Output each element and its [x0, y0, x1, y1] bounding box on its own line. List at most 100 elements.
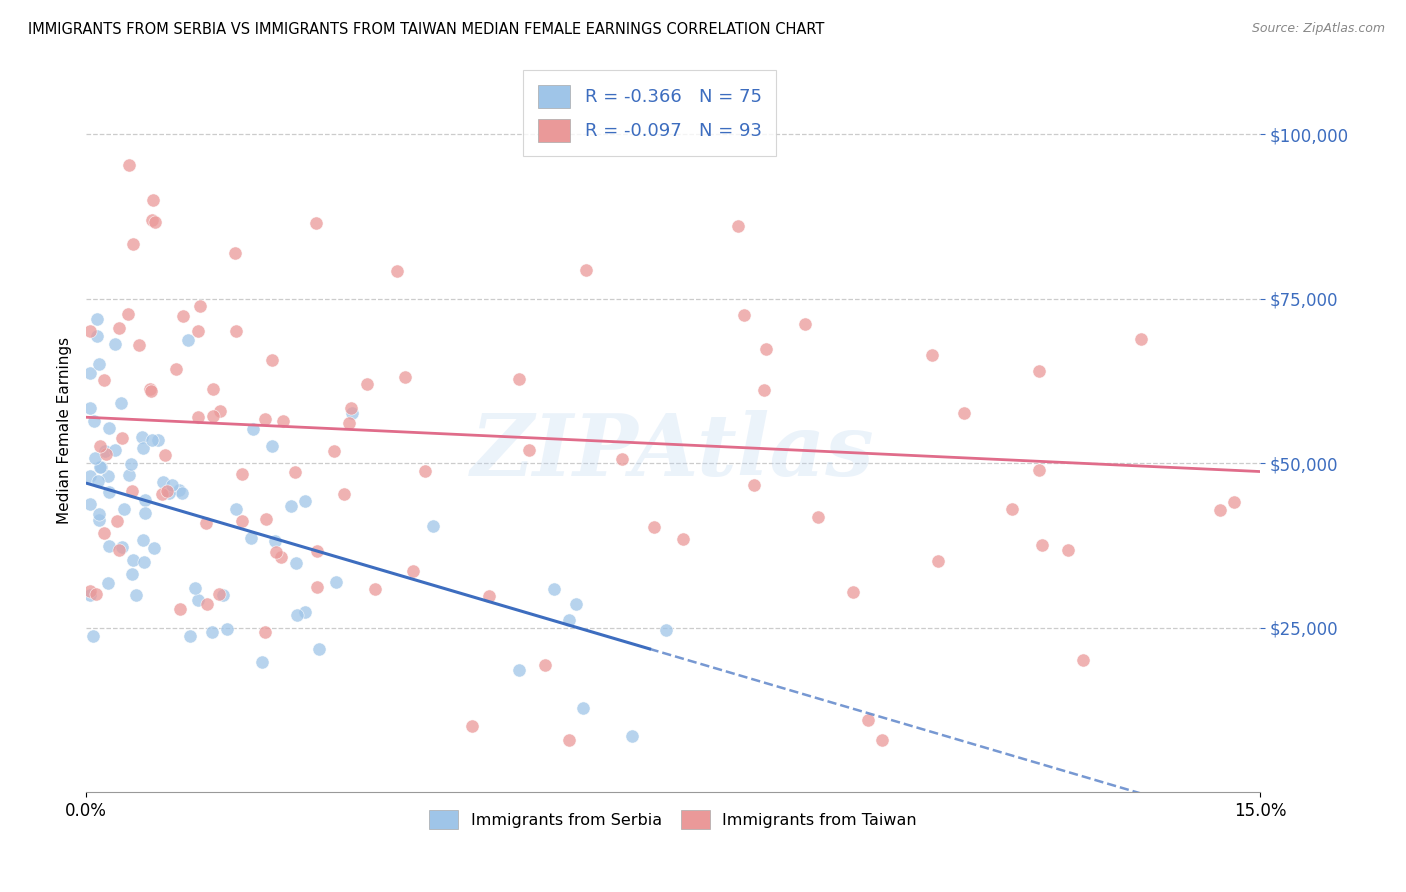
- Point: [517, 443, 540, 458]
- Point: [104, 443, 127, 458]
- Point: [508, 663, 530, 677]
- Point: [184, 581, 207, 595]
- Point: [79, 324, 101, 338]
- Point: [575, 263, 598, 277]
- Point: [841, 585, 863, 599]
- Point: [90, 459, 112, 474]
- Point: [162, 478, 184, 492]
- Point: [134, 506, 156, 520]
- Point: [187, 410, 209, 425]
- Point: [752, 383, 775, 397]
- Point: [118, 158, 141, 172]
- Point: [270, 550, 292, 565]
- Point: [107, 321, 129, 335]
- Point: [1208, 503, 1230, 517]
- Point: [132, 441, 155, 455]
- Point: [1031, 538, 1053, 552]
- Point: [118, 468, 141, 483]
- Point: [89, 439, 111, 453]
- Point: [356, 377, 378, 392]
- Point: [79, 401, 101, 416]
- Point: [132, 555, 155, 569]
- Point: [177, 333, 200, 347]
- Point: [565, 597, 588, 611]
- Point: [139, 382, 162, 396]
- Point: [97, 468, 120, 483]
- Point: [250, 655, 273, 669]
- Point: [621, 729, 644, 743]
- Point: [93, 525, 115, 540]
- Point: [294, 494, 316, 508]
- Point: [201, 409, 224, 423]
- Point: [461, 719, 484, 733]
- Point: [134, 493, 156, 508]
- Point: [727, 219, 749, 233]
- Point: [337, 416, 360, 430]
- Point: [672, 533, 695, 547]
- Point: [927, 554, 949, 568]
- Point: [111, 541, 134, 555]
- Point: [1028, 364, 1050, 378]
- Point: [262, 353, 284, 368]
- Point: [572, 700, 595, 714]
- Point: [86, 329, 108, 343]
- Point: [132, 533, 155, 547]
- Point: [156, 483, 179, 498]
- Point: [143, 541, 166, 555]
- Point: [111, 431, 134, 445]
- Point: [333, 487, 356, 501]
- Point: [148, 433, 170, 447]
- Point: [97, 539, 120, 553]
- Point: [98, 421, 121, 435]
- Point: [322, 443, 344, 458]
- Point: [89, 460, 111, 475]
- Point: [1028, 463, 1050, 477]
- Point: [195, 597, 218, 611]
- Point: [225, 324, 247, 338]
- Point: [179, 629, 201, 643]
- Point: [478, 589, 501, 603]
- Point: [742, 477, 765, 491]
- Text: ZIPAtlas: ZIPAtlas: [471, 410, 875, 494]
- Point: [225, 502, 247, 516]
- Point: [93, 373, 115, 387]
- Point: [240, 531, 263, 545]
- Point: [110, 396, 132, 410]
- Point: [307, 580, 329, 594]
- Point: [155, 448, 177, 462]
- Point: [858, 714, 880, 728]
- Point: [342, 405, 364, 419]
- Point: [142, 193, 165, 207]
- Point: [271, 414, 294, 428]
- Point: [543, 582, 565, 596]
- Point: [165, 361, 187, 376]
- Point: [157, 485, 180, 500]
- Point: [84, 587, 107, 601]
- Point: [79, 497, 101, 511]
- Point: [655, 624, 678, 638]
- Point: [201, 382, 224, 396]
- Point: [187, 325, 209, 339]
- Point: [755, 342, 778, 356]
- Point: [305, 216, 328, 230]
- Point: [224, 246, 246, 260]
- Point: [79, 588, 101, 602]
- Point: [172, 310, 194, 324]
- Point: [141, 433, 163, 447]
- Point: [1057, 543, 1080, 558]
- Point: [152, 486, 174, 500]
- Y-axis label: Median Female Earnings: Median Female Earnings: [58, 337, 72, 524]
- Point: [402, 564, 425, 578]
- Point: [921, 348, 943, 362]
- Point: [307, 544, 329, 558]
- Point: [284, 466, 307, 480]
- Point: [364, 582, 387, 596]
- Point: [94, 444, 117, 458]
- Point: [870, 732, 893, 747]
- Point: [86, 311, 108, 326]
- Point: [1071, 653, 1094, 667]
- Point: [1000, 501, 1022, 516]
- Point: [1130, 332, 1153, 346]
- Point: [143, 215, 166, 229]
- Point: [253, 412, 276, 426]
